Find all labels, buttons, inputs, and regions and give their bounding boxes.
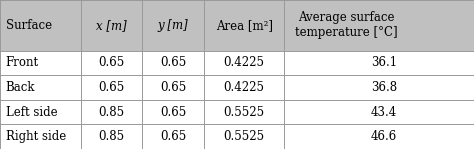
Text: 0.85: 0.85	[98, 106, 125, 119]
Text: 0.65: 0.65	[98, 81, 125, 94]
Text: Left side: Left side	[6, 106, 57, 119]
Text: 36.8: 36.8	[371, 81, 397, 94]
Text: y [m]: y [m]	[158, 19, 188, 32]
Text: 0.4225: 0.4225	[224, 56, 264, 69]
Text: x [m]: x [m]	[96, 19, 127, 32]
Text: Front: Front	[6, 56, 39, 69]
Text: Right side: Right side	[6, 130, 66, 143]
Text: 0.5525: 0.5525	[224, 106, 264, 119]
Text: 0.4225: 0.4225	[224, 81, 264, 94]
Bar	[0, 100, 474, 124]
Bar	[0, 75, 474, 100]
Bar	[0, 0, 474, 51]
Text: Back: Back	[6, 81, 35, 94]
Text: 0.65: 0.65	[160, 81, 186, 94]
Text: Average surface
temperature [°C]: Average surface temperature [°C]	[294, 11, 397, 39]
Text: 0.65: 0.65	[160, 56, 186, 69]
Bar	[0, 51, 474, 75]
Text: 0.5525: 0.5525	[224, 130, 264, 143]
Text: 0.85: 0.85	[98, 130, 125, 143]
Text: 46.6: 46.6	[371, 130, 397, 143]
Text: 0.65: 0.65	[160, 106, 186, 119]
Text: 0.65: 0.65	[160, 130, 186, 143]
Text: 43.4: 43.4	[371, 106, 397, 119]
Text: Surface: Surface	[6, 19, 52, 32]
Text: 0.65: 0.65	[98, 56, 125, 69]
Text: 36.1: 36.1	[371, 56, 397, 69]
Bar	[0, 124, 474, 149]
Text: Area [m²]: Area [m²]	[216, 19, 273, 32]
